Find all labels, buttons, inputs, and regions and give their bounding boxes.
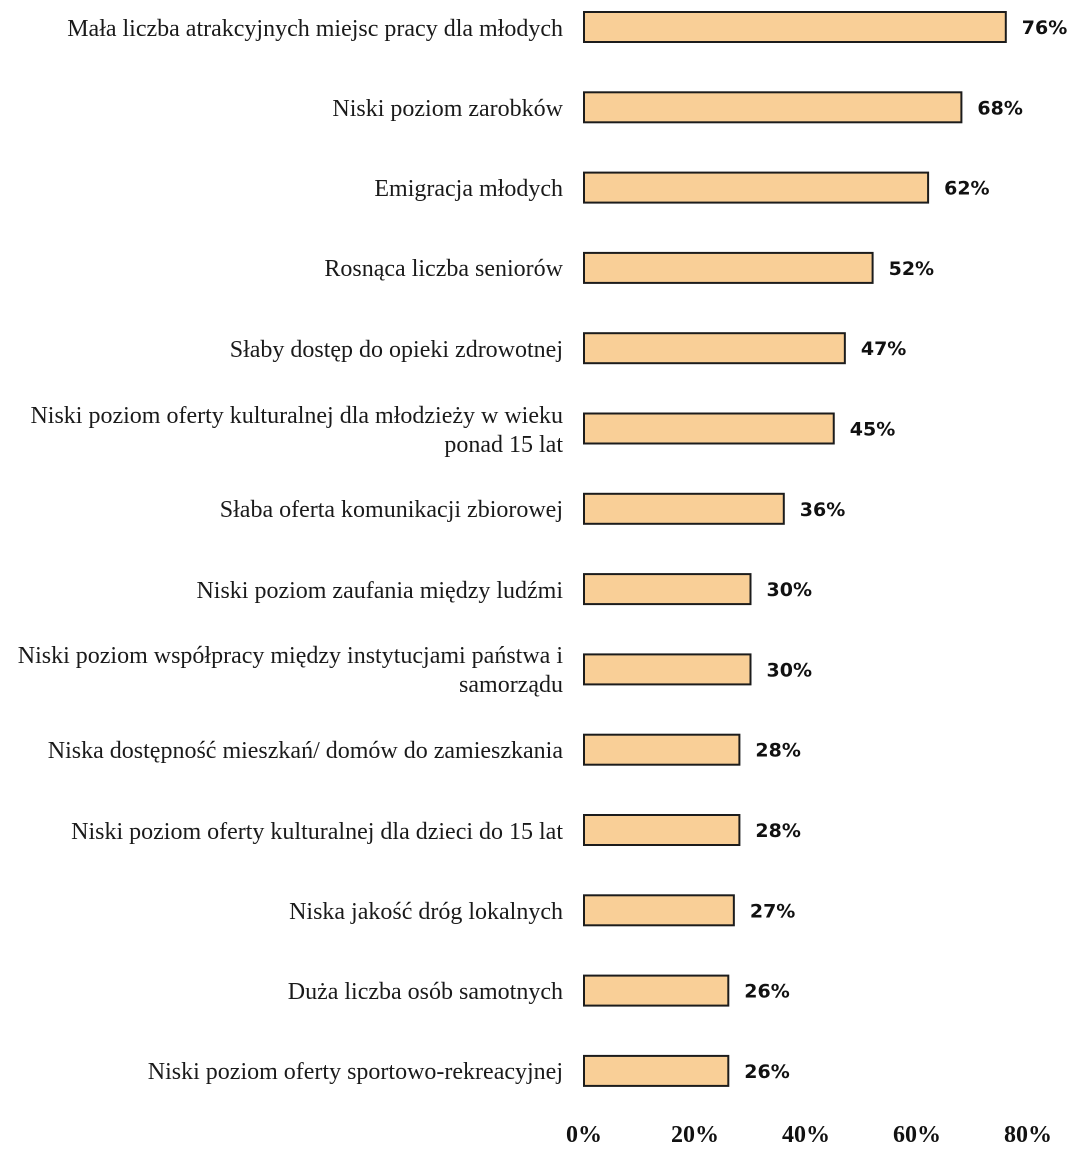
- category-label: Niski poziom oferty kulturalnej dla młod…: [30, 402, 563, 458]
- bar: [583, 733, 741, 766]
- bar: [583, 573, 752, 606]
- bar: [583, 251, 874, 284]
- category-label: Niski poziom zarobków: [332, 95, 563, 122]
- category-label: Niska jakość dróg lokalnych: [289, 898, 563, 925]
- category-label: Duża liczba osób samotnych: [287, 979, 563, 1006]
- x-tick-label: 60%: [893, 1122, 941, 1148]
- data-label: 76%: [1022, 17, 1067, 39]
- bar: [583, 894, 735, 927]
- category-label: Słaby dostęp do opieki zdrowotnej: [229, 336, 563, 363]
- x-tick-label: 80%: [1004, 1122, 1052, 1148]
- data-label: 26%: [744, 981, 789, 1003]
- category-label: Mała liczba atrakcyjnych miejsc pracy dl…: [67, 15, 563, 42]
- category-label: Słaba oferta komunikacji zbiorowej: [219, 497, 563, 524]
- bar: [583, 814, 741, 846]
- bar: [583, 1054, 730, 1087]
- category-label: Niski poziom oferty kulturalnej dla dzie…: [71, 818, 563, 845]
- bar: [583, 974, 730, 1007]
- data-label: 62%: [944, 178, 989, 200]
- bar: [583, 11, 1007, 43]
- category-label: Rosnąca liczba seniorów: [324, 256, 563, 283]
- category-label: Emigracja młodych: [374, 176, 563, 203]
- data-label: 28%: [755, 740, 800, 762]
- bar: [583, 91, 963, 124]
- bar: [583, 492, 785, 525]
- data-label: 28%: [755, 820, 800, 842]
- category-label: Niski poziom oferty sportowo-rekreacyjne…: [147, 1059, 563, 1086]
- x-tick-label: 0%: [566, 1122, 602, 1148]
- bar: [583, 653, 752, 686]
- bar: [583, 412, 835, 445]
- bar: [583, 171, 930, 204]
- data-label: 68%: [977, 97, 1022, 119]
- x-tick-label: 40%: [782, 1122, 830, 1148]
- data-label: 36%: [800, 499, 845, 521]
- data-label: 27%: [750, 900, 795, 922]
- data-label: 30%: [767, 659, 812, 681]
- data-label: 45%: [850, 419, 895, 441]
- bar: [583, 332, 846, 365]
- category-label: Niska dostępność mieszkań/ domów do zami…: [47, 738, 563, 765]
- data-label: 47%: [861, 338, 906, 360]
- category-label: Niski poziom współpracy między instytucj…: [17, 643, 563, 699]
- data-label: 26%: [744, 1061, 789, 1083]
- category-label: Niski poziom zaufania między ludźmi: [196, 577, 563, 604]
- data-label: 52%: [889, 258, 934, 280]
- data-label: 30%: [767, 579, 812, 601]
- x-tick-label: 20%: [671, 1122, 719, 1148]
